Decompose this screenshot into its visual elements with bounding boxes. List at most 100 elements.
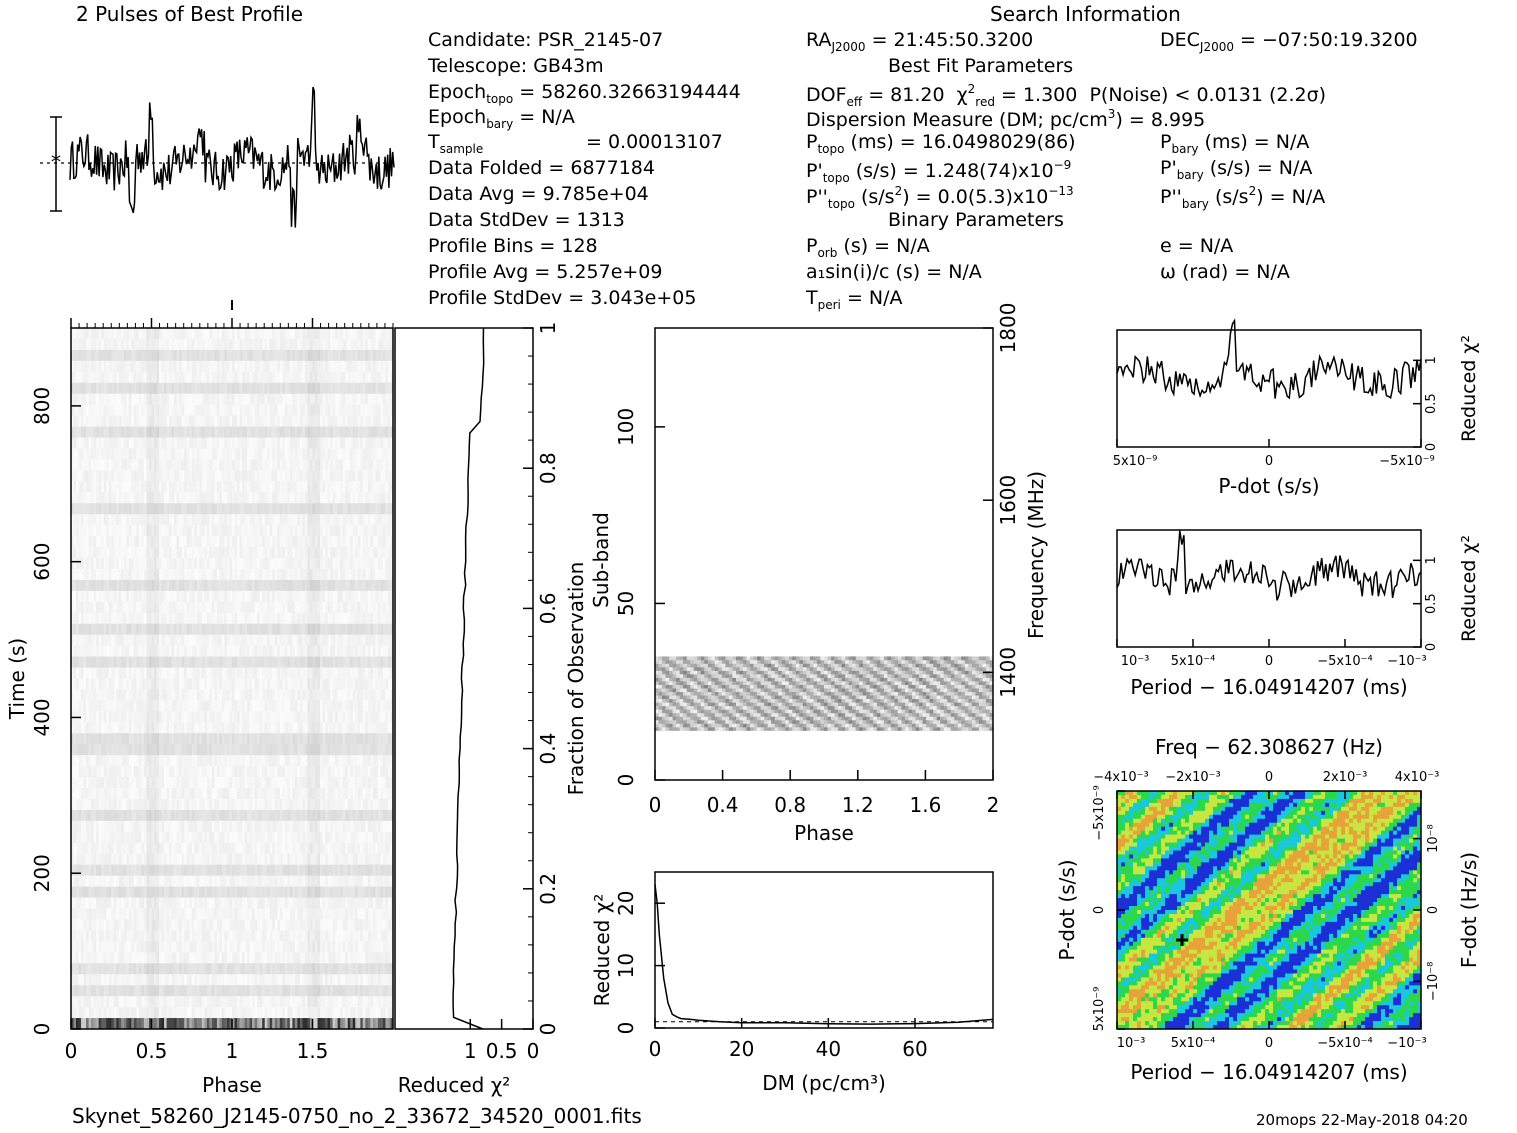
time-phase-cell <box>245 558 248 569</box>
time-phase-cell <box>164 558 167 569</box>
time-phase-cell <box>285 503 288 514</box>
time-phase-cell <box>172 646 175 657</box>
time-phase-cell <box>373 580 376 591</box>
time-phase-cell <box>235 470 238 481</box>
time-phase-cell <box>76 700 79 711</box>
time-phase-cell <box>252 492 255 503</box>
time-phase-cell <box>149 569 152 580</box>
time-phase-cell <box>343 416 346 427</box>
time-phase-cell <box>320 689 323 700</box>
time-phase-cell <box>348 558 351 569</box>
time-phase-cell <box>310 438 313 449</box>
time-phase-cell <box>335 394 338 405</box>
time-phase-cell <box>348 613 351 624</box>
time-phase-cell <box>385 438 388 449</box>
time-phase-cell <box>375 514 378 525</box>
time-phase-cell <box>330 438 333 449</box>
time-phase-cell <box>343 646 346 657</box>
time-phase-cell <box>111 394 114 405</box>
time-phase-cell <box>174 481 177 492</box>
time-phase-cell <box>94 459 97 470</box>
time-phase-cell <box>184 328 187 339</box>
time-phase-cell <box>164 383 167 394</box>
time-phase-cell <box>229 394 232 405</box>
time-phase-cell <box>370 668 373 679</box>
time-phase-cell <box>252 405 255 416</box>
time-phase-cell <box>315 339 318 350</box>
time-phase-cell <box>189 383 192 394</box>
time-phase-cell <box>91 547 94 558</box>
time-phase-cell <box>267 394 270 405</box>
time-phase-cell <box>257 569 260 580</box>
time-phase-cell <box>104 558 107 569</box>
time-phase-cell <box>375 459 378 470</box>
time-phase-cell <box>318 700 321 711</box>
time-phase-cell <box>129 591 132 602</box>
time-phase-cell <box>237 711 240 722</box>
time-phase-cell <box>255 657 258 668</box>
time-phase-cell <box>247 405 250 416</box>
time-phase-cell <box>219 416 222 427</box>
time-phase-cell <box>375 405 378 416</box>
time-phase-cell <box>109 744 112 755</box>
time-phase-cell <box>373 416 376 427</box>
time-phase-cell <box>229 438 232 449</box>
time-phase-cell <box>144 591 147 602</box>
time-phase-cell <box>363 448 366 459</box>
time-phase-cell <box>295 427 298 438</box>
time-phase-cell <box>380 361 383 372</box>
time-phase-cell <box>187 448 190 459</box>
time-phase-cell <box>159 558 162 569</box>
time-phase-cell <box>86 372 89 383</box>
time-phase-cell <box>126 350 129 361</box>
time-phase-cell <box>292 569 295 580</box>
time-phase-cell <box>136 470 139 481</box>
time-phase-cell <box>177 602 180 613</box>
time-phase-cell <box>373 427 376 438</box>
time-phase-cell <box>275 668 278 679</box>
time-phase-cell <box>328 744 331 755</box>
time-phase-cell <box>302 503 305 514</box>
time-phase-cell <box>126 646 129 657</box>
time-phase-cell <box>136 514 139 525</box>
time-phase-cell <box>172 744 175 755</box>
time-phase-cell <box>287 470 290 481</box>
time-phase-cell <box>96 613 99 624</box>
time-phase-cell <box>174 558 177 569</box>
time-phase-cell <box>217 635 220 646</box>
time-phase-cell <box>104 350 107 361</box>
time-phase-cell <box>157 536 160 547</box>
time-phase-cell <box>245 514 248 525</box>
time-phase-cell <box>129 405 132 416</box>
time-phase-cell <box>86 700 89 711</box>
time-phase-cell <box>295 646 298 657</box>
time-phase-cell <box>385 514 388 525</box>
time-phase-cell <box>363 679 366 690</box>
time-phase-cell <box>302 459 305 470</box>
time-phase-cell <box>162 679 165 690</box>
time-phase-cell <box>250 448 253 459</box>
time-phase-cell <box>358 668 361 679</box>
time-phase-cell <box>247 339 250 350</box>
time-phase-cell <box>76 668 79 679</box>
time-phase-cell <box>310 361 313 372</box>
time-phase-cell <box>141 416 144 427</box>
time-phase-cell <box>182 470 185 481</box>
time-phase-cell <box>202 624 205 635</box>
time-phase-cell <box>104 646 107 657</box>
time-phase-cell <box>310 657 313 668</box>
time-phase-cell <box>353 569 356 580</box>
time-phase-cell <box>212 459 215 470</box>
time-phase-cell <box>116 361 119 372</box>
time-phase-cell <box>159 536 162 547</box>
time-phase-cell <box>167 503 170 514</box>
time-phase-cell <box>305 514 308 525</box>
time-phase-cell <box>94 394 97 405</box>
time-phase-cell <box>114 635 117 646</box>
time-phase-cell <box>295 459 298 470</box>
time-phase-cell <box>280 503 283 514</box>
time-phase-cell <box>280 416 283 427</box>
time-phase-cell <box>154 405 157 416</box>
time-phase-cell <box>84 405 87 416</box>
time-phase-cell <box>250 383 253 394</box>
